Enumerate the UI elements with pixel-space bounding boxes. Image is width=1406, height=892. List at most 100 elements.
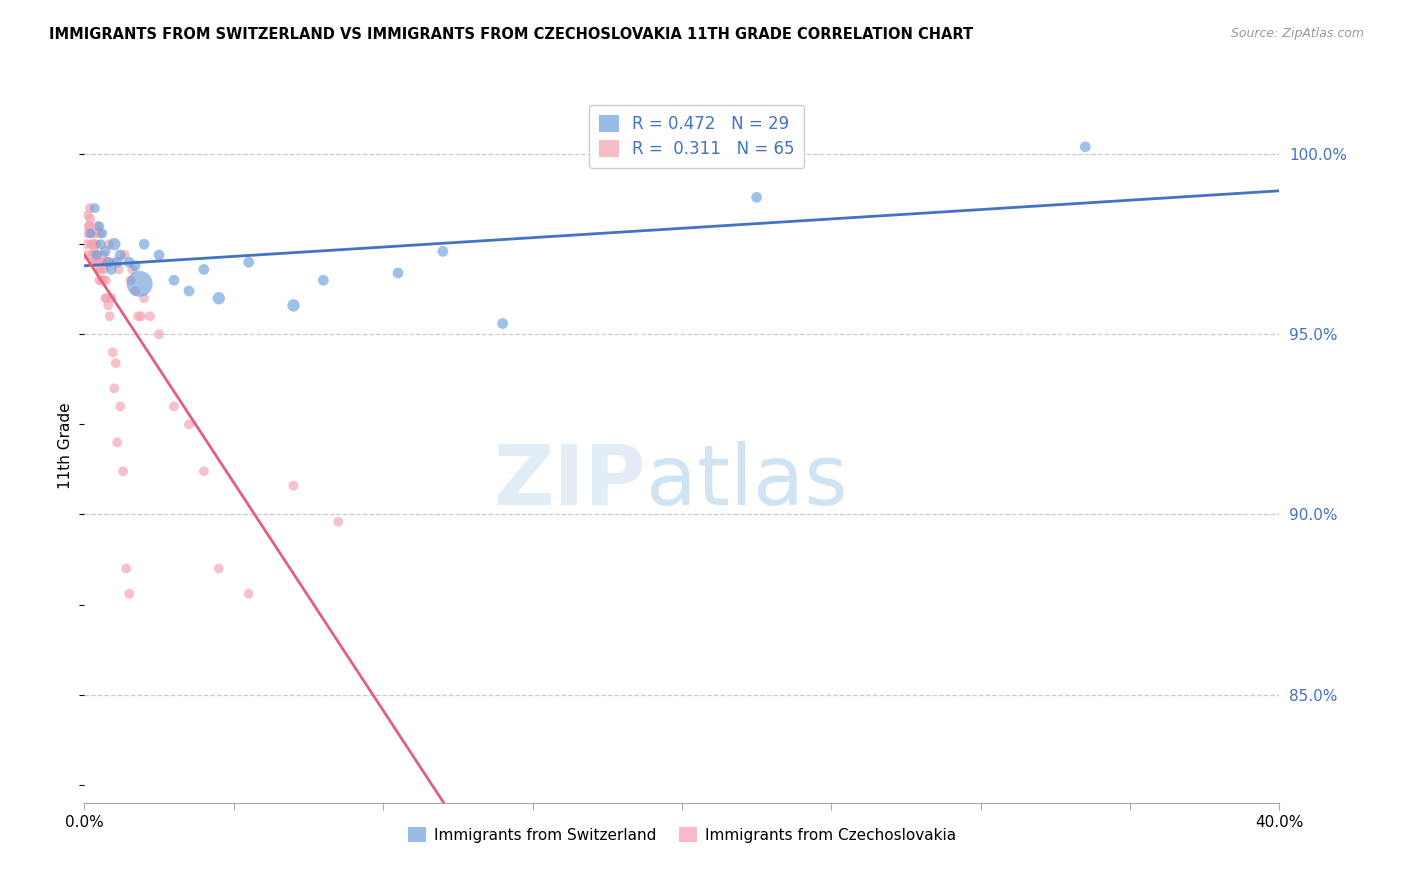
Point — [432, 244, 454, 259]
Point — [124, 259, 146, 273]
Point — [93, 262, 115, 277]
Point — [80, 227, 103, 241]
Point — [96, 255, 118, 269]
Point — [104, 356, 127, 370]
Point — [79, 211, 101, 226]
Y-axis label: 11th Grade: 11th Grade — [58, 402, 73, 490]
Point — [112, 464, 135, 478]
Text: ZIP: ZIP — [494, 442, 647, 522]
Point — [83, 237, 105, 252]
Point — [98, 237, 121, 252]
Point — [101, 255, 124, 269]
Point — [103, 237, 125, 252]
Point — [103, 381, 125, 395]
Point — [387, 266, 409, 280]
Point — [283, 478, 305, 492]
Point — [96, 291, 118, 305]
Point — [76, 227, 98, 241]
Text: atlas: atlas — [647, 442, 848, 522]
Point — [114, 248, 136, 262]
Text: IMMIGRANTS FROM SWITZERLAND VS IMMIGRANTS FROM CZECHOSLOVAKIA 11TH GRADE CORRELA: IMMIGRANTS FROM SWITZERLAND VS IMMIGRANT… — [49, 27, 973, 42]
Point — [177, 417, 200, 432]
Point — [97, 255, 120, 269]
Point — [90, 262, 112, 277]
Point — [77, 208, 100, 222]
Point — [105, 435, 128, 450]
Point — [89, 255, 111, 269]
Point — [75, 248, 97, 262]
Point — [120, 273, 142, 287]
Text: Source: ZipAtlas.com: Source: ZipAtlas.com — [1230, 27, 1364, 40]
Point — [163, 400, 186, 414]
Point — [91, 273, 114, 287]
Point — [121, 262, 143, 277]
Point — [193, 464, 215, 478]
Point — [82, 255, 104, 269]
Point — [90, 237, 112, 252]
Point — [745, 190, 768, 204]
Point — [79, 227, 101, 241]
Point — [238, 255, 260, 269]
Point — [129, 310, 152, 324]
Point — [83, 255, 105, 269]
Point — [110, 400, 132, 414]
Point — [115, 561, 138, 575]
Point — [86, 248, 108, 262]
Point — [89, 227, 111, 241]
Point — [148, 327, 170, 342]
Point — [91, 248, 114, 262]
Point — [77, 219, 100, 234]
Point — [118, 255, 141, 269]
Point — [76, 237, 98, 252]
Point — [208, 561, 231, 575]
Point — [80, 237, 103, 252]
Point — [83, 244, 105, 259]
Point — [193, 262, 215, 277]
Point — [101, 345, 124, 359]
Point — [89, 273, 111, 287]
Point — [91, 255, 114, 269]
Point — [148, 248, 170, 262]
Point — [82, 237, 104, 252]
Point — [91, 227, 114, 241]
Point — [105, 255, 128, 269]
Point — [132, 237, 156, 252]
Point — [132, 291, 156, 305]
Point — [163, 273, 186, 287]
Point — [86, 219, 108, 234]
Point — [128, 277, 150, 291]
Point — [124, 284, 146, 298]
Point — [89, 219, 111, 234]
Point — [328, 515, 350, 529]
Point — [492, 317, 515, 331]
Point — [100, 291, 122, 305]
Legend: Immigrants from Switzerland, Immigrants from Czechoslovakia: Immigrants from Switzerland, Immigrants … — [402, 821, 962, 848]
Point — [110, 248, 132, 262]
Point — [77, 219, 100, 234]
Point — [84, 227, 107, 241]
Point — [94, 273, 117, 287]
Point — [139, 310, 162, 324]
Point — [283, 298, 305, 312]
Point — [238, 587, 260, 601]
Point — [90, 273, 112, 287]
Point — [86, 248, 108, 262]
Point — [312, 273, 335, 287]
Point — [94, 244, 117, 259]
Point — [87, 262, 110, 277]
Point — [98, 310, 121, 324]
Point — [100, 262, 122, 277]
Point — [80, 248, 103, 262]
Point — [107, 262, 129, 277]
Point — [118, 587, 141, 601]
Point — [127, 310, 149, 324]
Point — [87, 255, 110, 269]
Point — [94, 291, 117, 305]
Point — [97, 298, 120, 312]
Point — [79, 201, 101, 215]
Point — [86, 237, 108, 252]
Point — [208, 291, 231, 305]
Point — [83, 201, 105, 215]
Point — [1074, 140, 1097, 154]
Point — [177, 284, 200, 298]
